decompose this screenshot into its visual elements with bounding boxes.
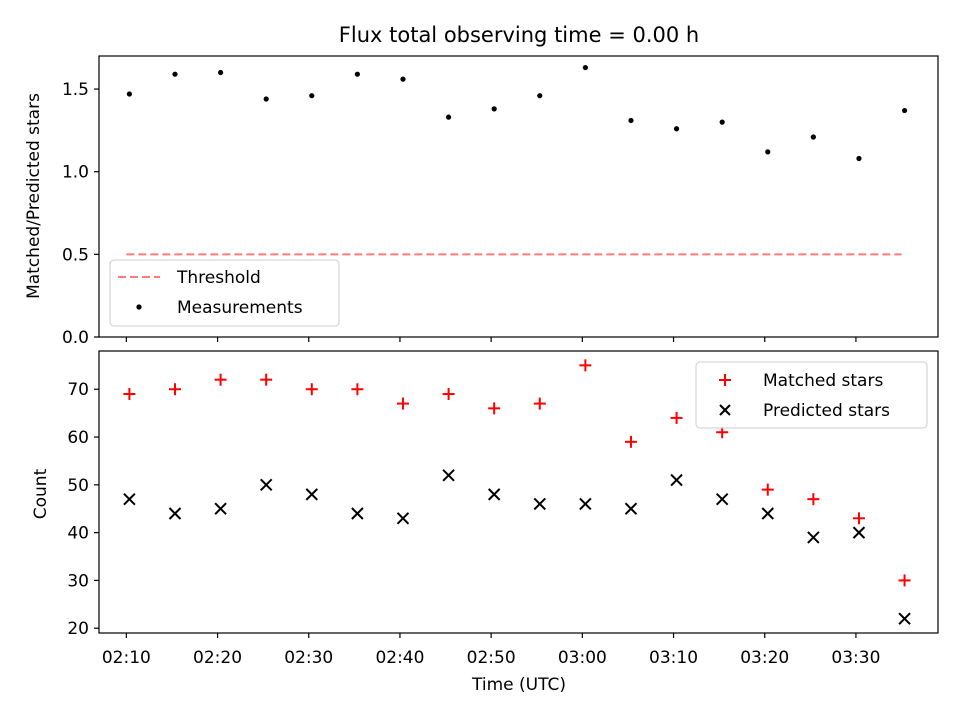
ratio-y-axis: 0.0 0.5 1.0 1.5 xyxy=(62,80,99,348)
ratio-plot-area xyxy=(126,64,908,256)
count-x-axis: 02:10 02:20 02:30 02:40 02:50 03:00 03:10 03:20… xyxy=(102,633,880,668)
count-legend-box xyxy=(695,361,928,429)
legend-threshold-label: Threshold xyxy=(176,268,261,288)
measurement-point xyxy=(354,71,360,77)
ratio-x-axis xyxy=(125,337,857,342)
ratio-axes-frame xyxy=(98,55,939,338)
ratio-y-tick-label: 0.0 xyxy=(62,328,89,348)
count-x-tick-label: 03:20 xyxy=(740,648,789,668)
measurement-point xyxy=(263,96,269,102)
predicted-star-point xyxy=(168,507,182,520)
matched-star-point xyxy=(898,574,911,587)
measurement-point xyxy=(856,155,862,162)
measurement-point xyxy=(400,76,406,82)
predicted-star-point xyxy=(715,492,729,506)
count-panel: Count Time (UTC) 20 30 40 50 60 70 02:10 02:20… xyxy=(31,350,939,695)
count-x-axis-label: Time (UTC) xyxy=(471,675,566,695)
predicted-star-point xyxy=(487,488,501,501)
measurement-point xyxy=(765,149,771,155)
count-y-tick-label: 30 xyxy=(67,571,89,591)
predicted-star-point xyxy=(259,478,273,492)
measurement-point xyxy=(309,93,315,99)
matched-star-point xyxy=(807,493,820,506)
predicted-star-point xyxy=(761,507,774,520)
predicted-star-point xyxy=(624,502,638,515)
legend-predicted-swatch xyxy=(719,404,731,416)
count-y-tick-label: 20 xyxy=(67,619,89,639)
legend-matched-label: Matched stars xyxy=(763,371,883,391)
ratio-legend: Threshold Measurements xyxy=(109,259,340,327)
measurement-point xyxy=(719,119,725,125)
count-y-tick-label: 70 xyxy=(67,380,89,400)
measurement-point xyxy=(673,126,680,132)
legend-predicted-label: Predicted stars xyxy=(763,401,890,421)
matched-star-point xyxy=(761,483,774,496)
count-y-axis: 20 30 40 50 60 70 xyxy=(67,380,99,639)
count-y-tick-label: 50 xyxy=(67,476,89,496)
count-axes-frame xyxy=(98,350,939,634)
ratio-y-tick-label: 1.0 xyxy=(62,163,89,183)
count-x-tick-label: 02:30 xyxy=(284,648,333,668)
predicted-star-point xyxy=(533,497,546,511)
count-legend: Matched stars Predicted stars xyxy=(695,361,928,429)
predicted-star-point xyxy=(442,469,455,482)
matched-star-point xyxy=(579,359,592,372)
measurement-point xyxy=(810,134,816,140)
count-x-tick-label: 02:40 xyxy=(375,648,424,668)
chart-title: Flux total observing time = 0.00 h xyxy=(339,23,699,47)
predicted-star-point xyxy=(807,531,820,544)
count-y-axis-label: Count xyxy=(31,468,51,519)
predicted-star-point xyxy=(305,488,318,501)
count-y-tick-label: 40 xyxy=(67,524,89,544)
legend-measurements-swatch xyxy=(136,304,142,310)
matched-star-point xyxy=(351,383,364,396)
measurement-point xyxy=(217,69,224,76)
count-x-tick-label: 03:30 xyxy=(831,648,880,668)
predicted-star-point xyxy=(214,502,227,515)
matched-star-point xyxy=(852,512,865,525)
matched-star-point xyxy=(396,397,409,410)
count-y-tick-label: 60 xyxy=(67,428,89,448)
measurement-point xyxy=(537,93,543,99)
legend-measurements-label: Measurements xyxy=(177,298,303,318)
measurement-point xyxy=(901,107,908,114)
count-x-tick-label: 03:00 xyxy=(558,648,607,668)
measurement-point xyxy=(445,114,452,120)
predicted-star-point xyxy=(852,526,866,539)
matched-star-point xyxy=(624,435,637,448)
predicted-star-point xyxy=(670,473,683,487)
measurement-point xyxy=(582,64,588,71)
measurement-point xyxy=(172,71,178,77)
predicted-star-point xyxy=(396,512,410,525)
ratio-panel: Flux total observing time = 0.00 h Match… xyxy=(24,23,939,348)
matched-star-point xyxy=(670,411,683,424)
matched-star-point xyxy=(214,373,227,386)
count-x-tick-label: 02:10 xyxy=(102,648,151,668)
predicted-star-point xyxy=(898,612,911,625)
measurement-point xyxy=(126,91,132,97)
matched-star-point xyxy=(305,383,318,396)
matched-star-point xyxy=(260,373,273,386)
count-x-tick-label: 02:20 xyxy=(193,648,242,668)
count-x-tick-label: 02:50 xyxy=(467,648,516,668)
ratio-y-tick-label: 1.5 xyxy=(62,80,89,100)
count-plot-area xyxy=(123,359,911,625)
legend-matched-swatch xyxy=(719,374,731,386)
matched-star-point xyxy=(168,383,181,396)
count-x-tick-label: 03:10 xyxy=(649,648,698,668)
measurement-point xyxy=(491,106,497,112)
predicted-star-point xyxy=(351,507,364,520)
ratio-y-axis-label: Matched/Predicted stars xyxy=(24,93,44,299)
predicted-star-point xyxy=(579,497,592,511)
measurement-point xyxy=(628,117,634,124)
matched-star-point xyxy=(533,397,546,410)
ratio-legend-box xyxy=(109,259,340,327)
predicted-star-point xyxy=(123,492,136,506)
matched-star-point xyxy=(442,388,455,401)
matched-star-point xyxy=(123,388,136,401)
matched-star-point xyxy=(488,402,501,415)
ratio-y-tick-label: 0.5 xyxy=(62,245,89,265)
